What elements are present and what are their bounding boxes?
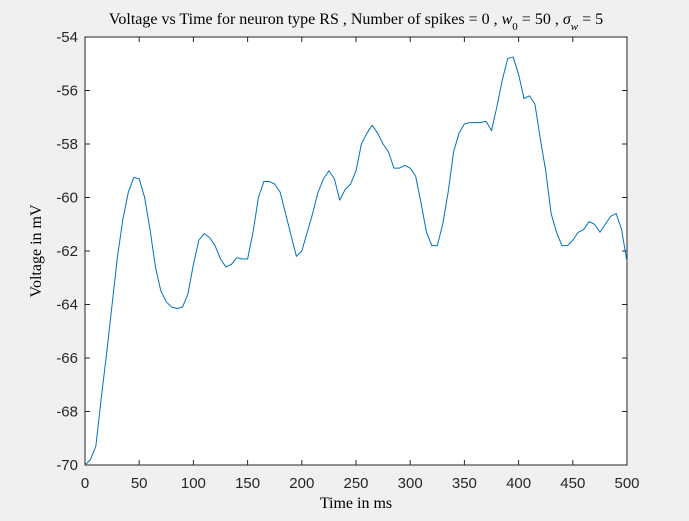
title-part: = 5 [578,11,603,28]
y-tick-label: -58 [56,136,78,153]
title-part: Voltage vs Time for neuron type RS , Num… [109,11,502,28]
y-tick-label: -66 [56,350,78,367]
x-tick-label: 0 [81,475,89,492]
title-part: = 50 , [518,11,563,28]
title-part: σ [563,11,572,28]
y-tick-label: -70 [56,457,78,474]
series-line [84,56,628,466]
x-tick-label: 250 [343,475,368,492]
y-tick-label: -64 [56,297,78,314]
plot-area [84,36,628,466]
y-axis-label: Voltage in mV [28,204,45,297]
x-tick-label: 100 [181,475,206,492]
x-tick-label: 150 [235,475,260,492]
y-tick-label: -60 [56,190,78,207]
y-tick-label: -68 [56,404,78,421]
title-part: w [502,11,513,28]
x-tick-label: 300 [398,475,423,492]
x-tick-label: 200 [289,475,314,492]
x-tick-label: 50 [131,475,148,492]
chart-title: Voltage vs Time for neuron type RS , Num… [109,11,603,33]
title-part: 0 [512,21,518,33]
x-tick-label: 450 [560,475,585,492]
x-tick-label: 500 [614,475,639,492]
x-tick-label: 400 [506,475,531,492]
x-tick-label: 350 [452,475,477,492]
y-tick-label: -56 [56,83,78,100]
title-part: w [571,21,579,33]
x-axis-label: Time in ms [320,495,392,512]
y-tick-label: -54 [56,29,78,46]
y-tick-label: -62 [56,243,78,260]
